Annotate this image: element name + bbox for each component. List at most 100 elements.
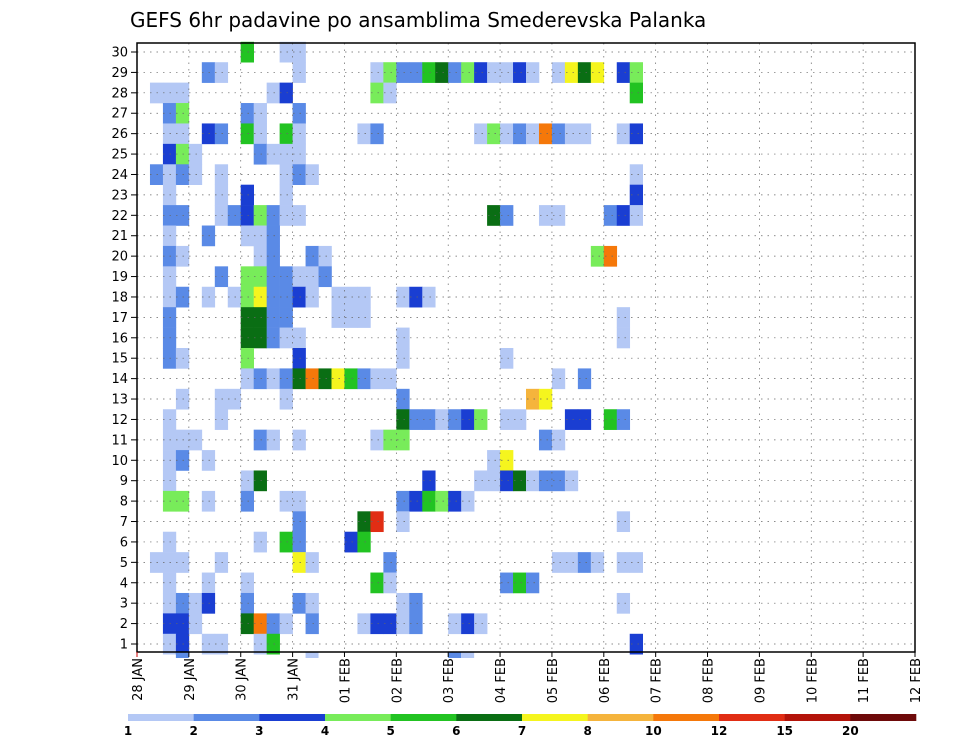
x-tick-label: 05 FEB [546, 658, 561, 703]
y-tick-label: 1 [120, 638, 128, 653]
precip-cell [292, 266, 306, 288]
precip-cell [240, 225, 254, 247]
precip-cell [201, 225, 216, 247]
precip-cell [629, 82, 643, 104]
precip-cell [370, 62, 384, 83]
precip-cell [577, 123, 592, 145]
precip-cell [253, 307, 267, 328]
y-tick-label: 15 [111, 352, 128, 367]
precip-cell [175, 652, 189, 658]
precip-cell [551, 123, 566, 145]
precip-cell [227, 205, 242, 226]
precip-cell [279, 327, 293, 349]
precip-cell [240, 348, 254, 369]
precip-cell [461, 652, 475, 658]
x-tick-label: 02 FEB [390, 658, 405, 703]
precip-cell [629, 205, 643, 226]
precip-cell [357, 286, 371, 308]
legend-label: 7 [518, 724, 526, 738]
precip-cell [370, 429, 384, 451]
x-tick-label: 06 FEB [598, 658, 613, 703]
precip-cell [279, 123, 293, 145]
precip-cell [253, 103, 267, 124]
precip-cell [253, 286, 267, 308]
precip-cell [279, 205, 293, 226]
precip-cell [305, 652, 319, 658]
legend-swatch [587, 714, 654, 721]
precip-cell [538, 388, 553, 410]
precip-cell [500, 348, 514, 369]
precip-cell [240, 613, 254, 635]
precip-cell [292, 490, 306, 512]
precip-cell [383, 62, 397, 83]
precip-cell [629, 184, 643, 206]
x-axis: 28 JAN 29 JAN 30 JAN 31 JAN 01 FEB 02 FEB 03 F… [131, 652, 924, 703]
precip-cell [214, 164, 229, 185]
precip-cell [279, 368, 293, 390]
precip-cell [253, 429, 267, 451]
y-tick-label: 3 [120, 597, 128, 612]
precip-cell [409, 409, 423, 430]
precip-cell [370, 368, 384, 390]
precip-cell [551, 62, 566, 83]
precip-cell [292, 143, 306, 165]
y-tick-label: 27 [111, 107, 128, 122]
precip-cell [526, 388, 540, 410]
precip-cell [318, 245, 332, 267]
precip-cell [461, 613, 475, 635]
precip-cell [266, 245, 280, 267]
precip-cell [396, 62, 410, 83]
precip-cell [292, 103, 306, 124]
precip-cell [344, 531, 358, 553]
precip-cell [629, 164, 643, 185]
precip-cell [370, 82, 384, 104]
y-tick-label: 24 [111, 168, 128, 183]
y-tick-label: 14 [111, 372, 128, 387]
y-tick-label: 23 [111, 188, 128, 203]
legend-swatch [850, 714, 917, 721]
precip-cell [474, 470, 488, 492]
precip-cell [266, 307, 280, 328]
y-tick-label: 6 [120, 535, 128, 550]
precip-cell [292, 552, 306, 573]
precip-cell [500, 205, 514, 226]
precip-cell [214, 205, 229, 226]
precip-cell [435, 490, 449, 512]
precip-cell [616, 327, 631, 349]
precip-cell [396, 429, 410, 451]
x-tick-label: 03 FEB [442, 658, 457, 703]
precip-cell [396, 490, 410, 512]
precip-cell [616, 205, 631, 226]
legend-swatch [325, 714, 391, 721]
precip-cell [253, 266, 267, 288]
precip-cell [240, 470, 254, 492]
precip-cell [396, 511, 410, 533]
legend-label: 20 [842, 724, 859, 738]
precip-cell [461, 409, 475, 430]
precip-cell [318, 368, 332, 390]
cells-layer [149, 41, 643, 658]
precip-cell [253, 470, 267, 492]
precip-cell [266, 143, 280, 165]
precip-cell [409, 592, 423, 614]
x-tick-label: 04 FEB [494, 658, 509, 703]
precip-cell [616, 511, 631, 533]
legend-swatch [456, 714, 523, 721]
precip-cell [577, 62, 592, 83]
precip-cell [616, 592, 631, 614]
legend-swatch [128, 714, 194, 721]
y-tick-label: 30 [111, 46, 128, 61]
x-tick-label: 29 JAN [183, 658, 198, 701]
precip-cell [292, 286, 306, 308]
precip-cell [253, 143, 267, 165]
precip-cell [370, 613, 384, 635]
precip-cell [266, 266, 280, 288]
precip-cell [448, 409, 462, 430]
precip-cell [448, 490, 462, 512]
precip-cell [577, 552, 592, 573]
precip-cell [292, 429, 306, 451]
precip-cell [396, 388, 410, 410]
precip-cell [240, 307, 254, 328]
precip-cell [266, 225, 280, 247]
precip-cell [214, 123, 229, 145]
